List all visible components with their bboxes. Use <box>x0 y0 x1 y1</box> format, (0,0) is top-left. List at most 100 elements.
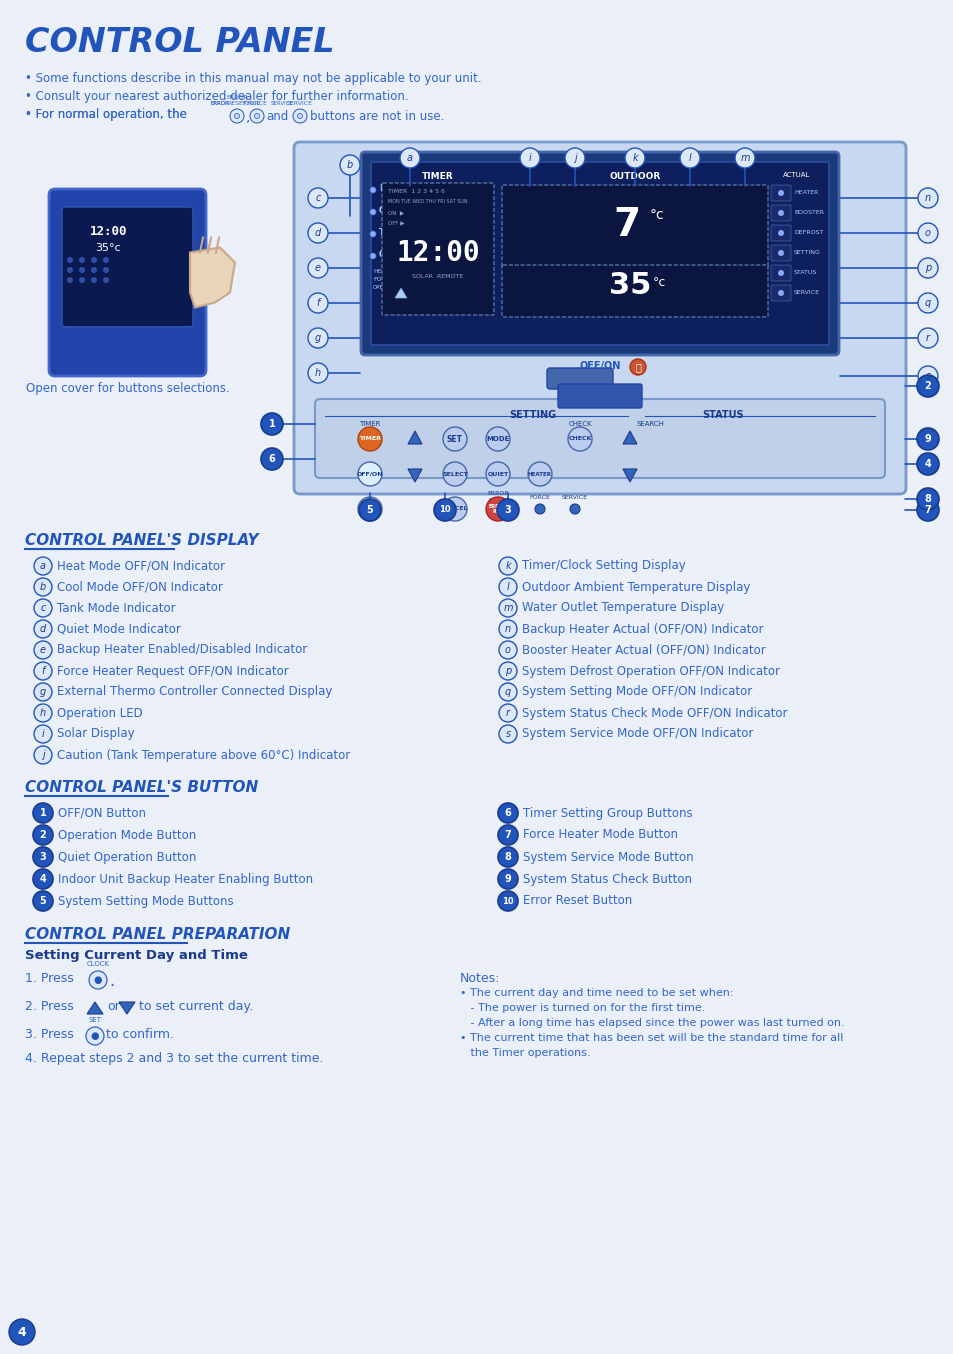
Text: i: i <box>528 153 531 162</box>
Circle shape <box>916 454 938 475</box>
Circle shape <box>399 148 419 168</box>
Text: 3: 3 <box>504 505 511 515</box>
Text: 3: 3 <box>40 852 47 862</box>
Circle shape <box>778 230 783 236</box>
Text: OFF/ON: OFF/ON <box>578 362 620 371</box>
Text: 7: 7 <box>613 206 639 244</box>
Circle shape <box>498 556 517 575</box>
Text: a: a <box>40 561 46 571</box>
Text: TIMER  1 2 3 4 5 6: TIMER 1 2 3 4 5 6 <box>388 190 444 194</box>
FancyBboxPatch shape <box>314 399 884 478</box>
Circle shape <box>498 662 517 680</box>
Text: 35°c: 35°c <box>95 242 121 253</box>
Circle shape <box>498 598 517 617</box>
Text: BOOSTER: BOOSTER <box>793 210 823 215</box>
Circle shape <box>261 413 283 435</box>
Circle shape <box>916 428 938 450</box>
Text: l: l <box>688 153 691 162</box>
Text: HEATER: HEATER <box>373 269 397 274</box>
Circle shape <box>308 328 328 348</box>
Circle shape <box>33 848 53 867</box>
Circle shape <box>308 259 328 278</box>
FancyBboxPatch shape <box>770 204 790 221</box>
Circle shape <box>91 257 97 263</box>
FancyBboxPatch shape <box>49 190 206 376</box>
Text: 8: 8 <box>923 494 930 504</box>
Text: s: s <box>505 728 510 739</box>
Text: buttons are not in use.: buttons are not in use. <box>310 110 444 123</box>
Text: System Status Check Button: System Status Check Button <box>522 872 691 886</box>
Circle shape <box>67 257 73 263</box>
Text: SETTING: SETTING <box>509 410 556 420</box>
Text: 9: 9 <box>923 435 930 444</box>
Circle shape <box>91 278 97 283</box>
Text: 8: 8 <box>504 852 511 862</box>
Circle shape <box>89 971 107 988</box>
Text: System Status Check Mode OFF/ON Indicator: System Status Check Mode OFF/ON Indicato… <box>521 707 786 719</box>
Circle shape <box>498 724 517 743</box>
Circle shape <box>498 640 517 659</box>
Text: 10: 10 <box>501 896 514 906</box>
Circle shape <box>297 114 302 119</box>
Text: n: n <box>924 194 930 203</box>
Text: System Defrost Operation OFF/ON Indicator: System Defrost Operation OFF/ON Indicato… <box>521 665 780 677</box>
FancyBboxPatch shape <box>770 185 790 200</box>
Text: OFF ▶: OFF ▶ <box>388 219 404 225</box>
Text: Solar Display: Solar Display <box>57 727 134 741</box>
Circle shape <box>624 148 644 168</box>
Text: to confirm.: to confirm. <box>106 1028 173 1041</box>
Circle shape <box>917 292 937 313</box>
Circle shape <box>498 620 517 638</box>
Text: TANK: TANK <box>378 227 401 237</box>
Text: STATUS: STATUS <box>701 410 743 420</box>
Circle shape <box>234 114 239 119</box>
Circle shape <box>434 500 456 521</box>
Text: FORCE: FORCE <box>243 102 261 106</box>
Text: Cool Mode OFF/ON Indicator: Cool Mode OFF/ON Indicator <box>57 581 223 593</box>
Text: QUIET: QUIET <box>378 250 405 259</box>
Text: 1: 1 <box>269 418 275 429</box>
Circle shape <box>370 209 375 215</box>
Text: System Setting Mode Buttons: System Setting Mode Buttons <box>58 895 233 907</box>
Text: e: e <box>40 645 46 655</box>
Text: and: and <box>266 110 288 123</box>
FancyBboxPatch shape <box>770 225 790 241</box>
Text: o: o <box>924 227 930 238</box>
Text: - After a long time has elapsed since the power was last turned on.: - After a long time has elapsed since th… <box>459 1018 843 1028</box>
Text: i: i <box>42 728 45 739</box>
Circle shape <box>33 825 53 845</box>
Text: Error Reset Button: Error Reset Button <box>522 895 632 907</box>
Text: FORCE: FORCE <box>373 278 394 282</box>
Circle shape <box>917 188 937 209</box>
Text: Force Heater Request OFF/ON Indicator: Force Heater Request OFF/ON Indicator <box>57 665 289 677</box>
Circle shape <box>34 556 52 575</box>
Polygon shape <box>190 248 234 307</box>
Text: • For normal operation, the: • For normal operation, the <box>25 108 194 121</box>
Text: CONTROL PANEL PREPARATION: CONTROL PANEL PREPARATION <box>25 927 290 942</box>
Text: External Thermo Controller Connected Display: External Thermo Controller Connected Dis… <box>57 685 332 699</box>
Text: Outdoor Ambient Temperature Display: Outdoor Ambient Temperature Display <box>521 581 750 593</box>
Circle shape <box>485 427 510 451</box>
Text: Timer Setting Group Buttons: Timer Setting Group Buttons <box>522 807 692 819</box>
Circle shape <box>254 114 259 119</box>
Text: ON  ▶: ON ▶ <box>388 210 404 215</box>
Circle shape <box>370 232 375 237</box>
Text: p: p <box>504 666 511 676</box>
Circle shape <box>79 278 85 283</box>
FancyBboxPatch shape <box>381 183 494 315</box>
Circle shape <box>79 257 85 263</box>
Polygon shape <box>408 468 421 482</box>
Text: Heat Mode OFF/ON Indicator: Heat Mode OFF/ON Indicator <box>57 559 225 573</box>
Text: 10: 10 <box>438 505 451 515</box>
Text: ,: , <box>246 110 250 125</box>
Text: e: e <box>314 263 320 274</box>
Text: k: k <box>505 561 510 571</box>
Text: to set current day.: to set current day. <box>139 1001 253 1013</box>
Circle shape <box>308 188 328 209</box>
Text: STATUS: STATUS <box>793 271 817 275</box>
Text: d: d <box>40 624 46 634</box>
Text: TIMER: TIMER <box>359 421 380 427</box>
FancyBboxPatch shape <box>546 368 613 389</box>
Text: • Consult your nearest authorized dealer for further information.: • Consult your nearest authorized dealer… <box>25 89 408 103</box>
Text: SOLAR  REMOTE: SOLAR REMOTE <box>412 274 463 279</box>
